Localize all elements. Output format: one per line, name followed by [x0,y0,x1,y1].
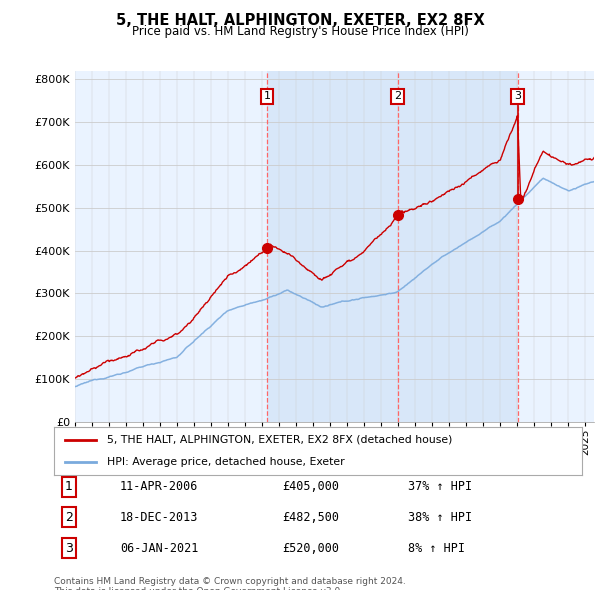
Bar [267,71,518,422]
Text: £405,000: £405,000 [282,480,339,493]
Text: 8% ↑ HPI: 8% ↑ HPI [408,542,465,555]
Text: 38% ↑ HPI: 38% ↑ HPI [408,511,472,524]
Text: £520,000: £520,000 [282,542,339,555]
Text: 37% ↑ HPI: 37% ↑ HPI [408,480,472,493]
Text: 5, THE HALT, ALPHINGTON, EXETER, EX2 8FX: 5, THE HALT, ALPHINGTON, EXETER, EX2 8FX [116,13,484,28]
Text: 2: 2 [65,511,73,524]
Text: 11-APR-2006: 11-APR-2006 [120,480,199,493]
Text: 3: 3 [514,91,521,101]
Text: 2: 2 [394,91,401,101]
Text: Contains HM Land Registry data © Crown copyright and database right 2024.
This d: Contains HM Land Registry data © Crown c… [54,577,406,590]
Text: 18-DEC-2013: 18-DEC-2013 [120,511,199,524]
Text: 1: 1 [65,480,73,493]
Text: 3: 3 [65,542,73,555]
Text: 1: 1 [263,91,271,101]
Text: 5, THE HALT, ALPHINGTON, EXETER, EX2 8FX (detached house): 5, THE HALT, ALPHINGTON, EXETER, EX2 8FX… [107,435,452,445]
Text: £482,500: £482,500 [282,511,339,524]
Text: HPI: Average price, detached house, Exeter: HPI: Average price, detached house, Exet… [107,457,344,467]
Text: Price paid vs. HM Land Registry's House Price Index (HPI): Price paid vs. HM Land Registry's House … [131,25,469,38]
Text: 06-JAN-2021: 06-JAN-2021 [120,542,199,555]
